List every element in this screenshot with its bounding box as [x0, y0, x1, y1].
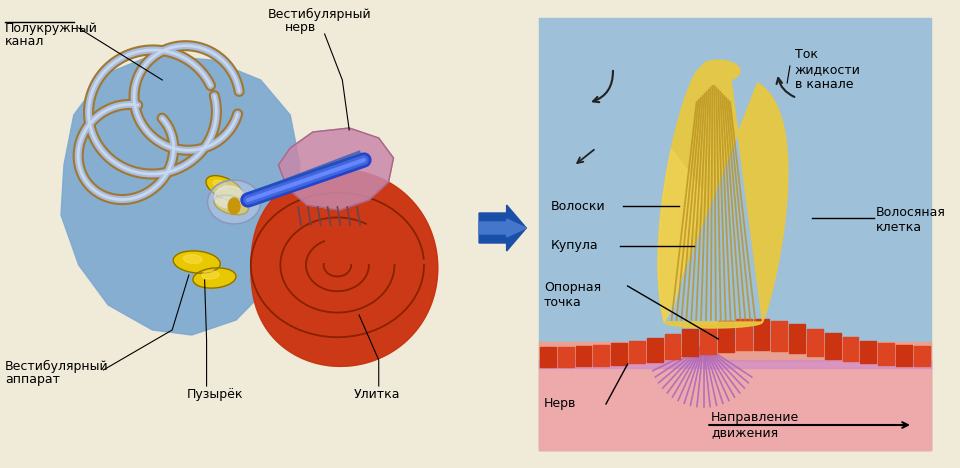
Bar [664, 334, 681, 359]
Bar [718, 322, 733, 351]
Text: аппарат: аппарат [5, 373, 60, 386]
Bar [896, 345, 912, 366]
Text: Улитка: Улитка [354, 388, 400, 401]
Text: Нерв: Нерв [544, 397, 576, 410]
Ellipse shape [213, 180, 228, 190]
Bar [576, 346, 591, 366]
Text: Опорная
точка: Опорная точка [544, 281, 601, 309]
Ellipse shape [173, 251, 220, 273]
Ellipse shape [228, 198, 240, 214]
Bar [612, 344, 627, 365]
Polygon shape [61, 55, 300, 335]
Bar [593, 345, 610, 366]
Bar [540, 360, 930, 368]
Text: канал: канал [5, 35, 44, 48]
Bar [629, 341, 645, 364]
Bar [683, 329, 698, 356]
Text: Пузырёк: Пузырёк [187, 388, 244, 401]
Bar [540, 347, 556, 367]
Ellipse shape [206, 176, 243, 200]
Ellipse shape [202, 271, 219, 279]
Polygon shape [251, 169, 438, 366]
Bar [914, 346, 929, 366]
Bar [754, 319, 770, 351]
Polygon shape [278, 128, 394, 210]
Ellipse shape [183, 255, 203, 263]
Ellipse shape [221, 198, 234, 206]
Bar [647, 338, 662, 361]
Bar [789, 324, 805, 353]
Polygon shape [251, 169, 438, 366]
Ellipse shape [214, 186, 244, 208]
Text: Полукружный: Полукружный [5, 22, 98, 35]
Ellipse shape [207, 180, 261, 224]
Bar [878, 343, 894, 365]
Text: Вестибулярный: Вестибулярный [268, 8, 372, 21]
Text: Ток
жидкости
в канале: Ток жидкости в канале [795, 48, 861, 91]
Bar [735, 319, 752, 351]
Text: Купула: Купула [551, 240, 598, 253]
Bar [700, 325, 716, 354]
Polygon shape [658, 149, 704, 322]
Text: Вестибулярный: Вестибулярный [5, 360, 108, 373]
Bar [558, 346, 574, 367]
FancyArrow shape [479, 219, 526, 237]
Bar [540, 362, 930, 450]
Text: нерв: нерв [285, 21, 317, 34]
Bar [860, 341, 876, 363]
Ellipse shape [193, 268, 236, 288]
Bar [540, 18, 930, 450]
Text: Волосяная
клетка: Волосяная клетка [876, 206, 946, 234]
Bar [540, 342, 930, 450]
Bar [825, 333, 841, 359]
Text: Волоски: Волоски [551, 199, 606, 212]
Ellipse shape [214, 195, 249, 215]
Bar [807, 329, 823, 356]
Bar [772, 321, 787, 351]
FancyArrow shape [479, 205, 526, 251]
Text: Направление
движения: Направление движения [711, 411, 800, 439]
Polygon shape [658, 60, 788, 328]
Bar [843, 337, 858, 361]
